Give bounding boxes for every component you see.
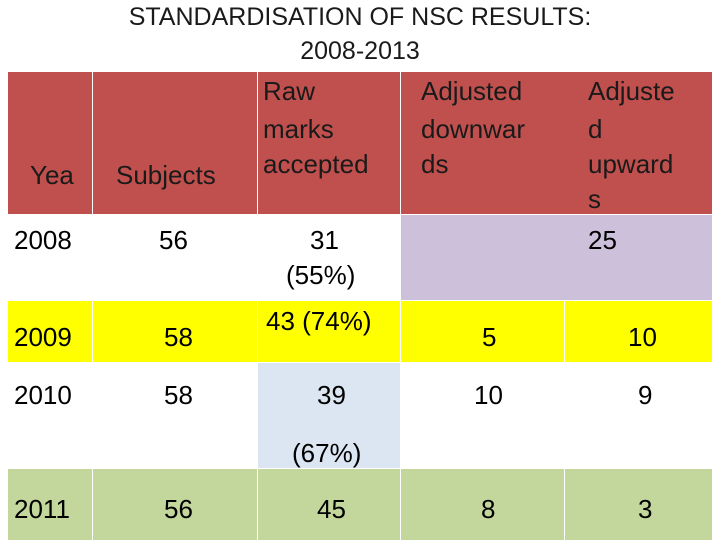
grid-divider bbox=[257, 72, 258, 540]
header-downward-line3: ds bbox=[421, 149, 449, 179]
row-2010-up-cell bbox=[564, 362, 712, 468]
row-2008-year-cell bbox=[8, 214, 92, 300]
header-raw-line2: marks bbox=[263, 114, 334, 144]
grid-divider bbox=[8, 468, 712, 469]
row-2008-subjects: 56 bbox=[159, 225, 188, 255]
row-2009-subjects-cell bbox=[92, 300, 257, 362]
header-raw bbox=[257, 72, 400, 214]
row-2008-subjects-cell bbox=[92, 214, 257, 300]
row-2009-raw: 43 (74%) bbox=[266, 306, 372, 336]
row-2009-upward: 10 bbox=[628, 322, 657, 352]
title-line-1: STANDARDISATION OF NSC RESULTS: bbox=[128, 3, 592, 31]
row-2010-subjects: 58 bbox=[164, 380, 193, 410]
header-subjects-label: Subjects bbox=[116, 160, 216, 190]
row-2011-subjects: 56 bbox=[164, 494, 193, 524]
grid-divider bbox=[8, 214, 712, 215]
row-2010-raw-value: 39 bbox=[317, 380, 346, 410]
row-2008-upward: 25 bbox=[588, 225, 617, 255]
grid-divider bbox=[564, 300, 565, 540]
row-2011-upward: 3 bbox=[638, 494, 653, 524]
header-year-line1: Yea bbox=[30, 160, 74, 190]
row-2009-downward: 5 bbox=[482, 322, 497, 352]
header-raw-line1: Raw bbox=[263, 76, 316, 106]
row-2008-year: 2008 bbox=[14, 225, 72, 255]
row-2010-upward: 9 bbox=[638, 380, 653, 410]
header-upward-line2: d bbox=[588, 114, 603, 144]
header-upward-line1: Adjuste bbox=[588, 76, 675, 106]
header-downward bbox=[400, 72, 564, 214]
grid-divider bbox=[8, 300, 712, 301]
row-2011-year: 2011 bbox=[14, 494, 70, 524]
grid-divider bbox=[92, 72, 93, 540]
title-line-2: 2008-2013 bbox=[300, 37, 420, 65]
header-downward-line1: Adjusted bbox=[421, 76, 523, 106]
header-subjects: Subjects bbox=[92, 72, 257, 214]
row-2009-subjects: 58 bbox=[164, 322, 193, 352]
row-2009-year-cell bbox=[8, 300, 92, 362]
row-2011-raw-cell bbox=[257, 468, 400, 540]
header-raw-line3: accepted bbox=[263, 149, 369, 179]
page-title: STANDARDISATION OF NSC RESULTS: 2008-201… bbox=[0, 0, 720, 68]
header-upward-line3: upward bbox=[588, 149, 674, 179]
row-2011-subjects-cell bbox=[92, 468, 257, 540]
row-2011-down-cell bbox=[400, 468, 564, 540]
header-year: Yea r bbox=[8, 72, 92, 250]
grid-divider bbox=[400, 72, 401, 540]
row-2009-down-cell bbox=[400, 300, 564, 362]
grid-divider bbox=[8, 362, 712, 363]
row-2008-raw-cell bbox=[257, 214, 400, 300]
row-2010-year: 2010 bbox=[14, 380, 72, 410]
row-2011-up-cell bbox=[564, 468, 712, 540]
row-2010-raw-percent: (67%) bbox=[292, 438, 362, 468]
row-2011-downward: 8 bbox=[481, 494, 496, 524]
row-2008-adjusted-merged-cell bbox=[400, 214, 712, 300]
row-2008-raw-value: 31 bbox=[310, 225, 339, 255]
row-2011-year-cell bbox=[8, 468, 92, 540]
row-2010-down-cell bbox=[400, 362, 564, 468]
row-2010-year-cell bbox=[8, 362, 92, 468]
row-2010-subjects-cell bbox=[92, 362, 257, 468]
row-2009-raw-cell bbox=[257, 300, 400, 362]
header-upward bbox=[564, 72, 712, 214]
row-2011-raw: 45 bbox=[317, 494, 346, 524]
header-upward-line4: s bbox=[588, 184, 601, 214]
row-2008-raw-percent: (55%) bbox=[286, 260, 356, 290]
row-2010-raw-cell bbox=[257, 362, 400, 468]
row-2010-downward: 10 bbox=[474, 380, 503, 410]
header-downward-line2: downwar bbox=[421, 114, 526, 144]
row-2009-up-cell bbox=[564, 300, 712, 362]
row-2009-year: 2009 bbox=[14, 322, 72, 352]
